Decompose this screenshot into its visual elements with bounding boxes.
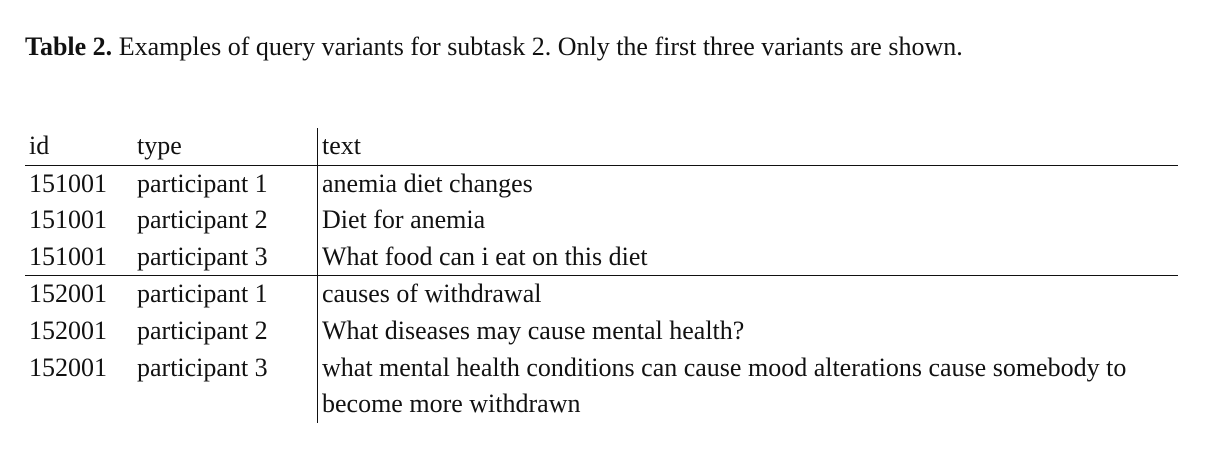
cell-text: What food can i eat on this diet — [317, 238, 1178, 277]
cell-type: participant 3 — [137, 352, 268, 382]
cell-id: 152001 — [29, 315, 107, 345]
cell-id: 151001 — [25, 238, 133, 277]
header-type: type — [133, 128, 318, 166]
cell-type: participant 3 — [133, 238, 318, 277]
query-variants-table: id type text 151001 participant 1 anemia… — [25, 128, 1178, 423]
cell-id: 151001 — [29, 168, 107, 198]
table-caption: Table 2. Examples of query variants for … — [25, 28, 1180, 65]
table-row: 152001 participant 2 What diseases may c… — [25, 312, 1178, 350]
cell-type: participant 2 — [137, 315, 268, 345]
cell-type: participant 1 — [137, 168, 268, 198]
cell-text: causes of withdrawal — [317, 275, 1178, 313]
cell-text: anemia diet changes — [317, 165, 1178, 203]
cell-text: Diet for anemia — [317, 202, 1178, 239]
cell-id: 152001 — [29, 279, 107, 309]
cell-id: 151001 — [29, 205, 107, 235]
table-row: 152001 participant 3 what mental health … — [25, 349, 1178, 423]
table-row: 151001 participant 3 What food can i eat… — [25, 238, 1178, 277]
caption-text: Examples of query variants for subtask 2… — [112, 32, 963, 61]
header-text: text — [317, 128, 1178, 166]
cell-type: participant 1 — [137, 279, 268, 309]
cell-text: what mental health conditions can cause … — [317, 349, 1178, 423]
table-header-row: id type text — [25, 128, 1178, 166]
table-row: 152001 participant 1 causes of withdrawa… — [25, 275, 1178, 313]
header-id: id — [25, 128, 133, 166]
caption-label: Table 2. — [25, 32, 113, 61]
cell-id: 152001 — [29, 352, 107, 382]
cell-text: What diseases may cause mental health? — [317, 312, 1178, 350]
table-row: 151001 participant 1 anemia diet changes — [25, 165, 1178, 203]
table-row: 151001 participant 2 Diet for anemia — [25, 202, 1178, 239]
cell-type: participant 2 — [137, 205, 268, 235]
